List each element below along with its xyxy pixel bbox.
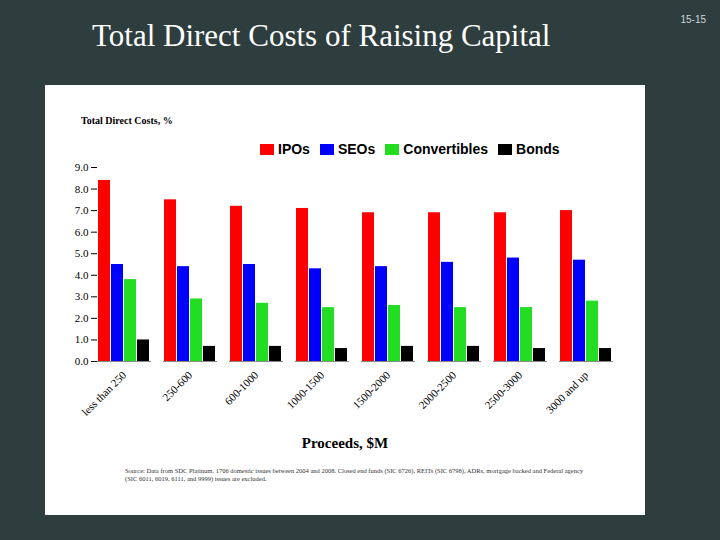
svg-text:4.0: 4.0 [75,269,89,281]
html-text:SEOs: SEOs [337,141,376,157]
html-text:Convertibles: Convertibles [403,141,489,157]
svg-text:250-600: 250-600 [160,368,195,403]
svg-text:1000-1500: 1000-1500 [284,368,327,411]
svg-text:8.0: 8.0 [75,183,89,195]
html-text:IPOs: IPOs [278,141,310,157]
svg-text:2000-2500: 2000-2500 [416,368,459,411]
svg-text:3.0: 3.0 [75,290,89,302]
svg-text:0.0: 0.0 [75,355,89,367]
svg-text:1500-2000: 1500-2000 [350,368,393,411]
svg-text:1.0: 1.0 [75,333,89,345]
html-text:Total Direct Costs of Raising: Total Direct Costs of Raising Capital [92,18,551,53]
html-text:Bonds: Bonds [516,141,560,157]
html-text:Source: Data from SDC Platinum: Source: Data from SDC Platinum. 1706 dom… [125,467,584,482]
html-text:Proceeds, $M: Proceeds, $M [301,435,389,451]
html-text:15-15: 15-15 [680,14,706,25]
svg-text:6.0: 6.0 [75,226,89,238]
svg-text:9.0: 9.0 [75,161,89,173]
svg-text:2.0: 2.0 [75,312,89,324]
svg-text:3000 and up: 3000 and up [543,368,590,415]
svg-text:600-1000: 600-1000 [222,368,261,407]
svg-text:7.0: 7.0 [75,204,89,216]
svg-text:2500-3000: 2500-3000 [482,368,525,411]
html-text:Total Direct Costs, %: Total Direct Costs, % [81,115,173,126]
svg-text:5.0: 5.0 [75,247,89,259]
svg-text:less than 250: less than 250 [79,368,128,417]
